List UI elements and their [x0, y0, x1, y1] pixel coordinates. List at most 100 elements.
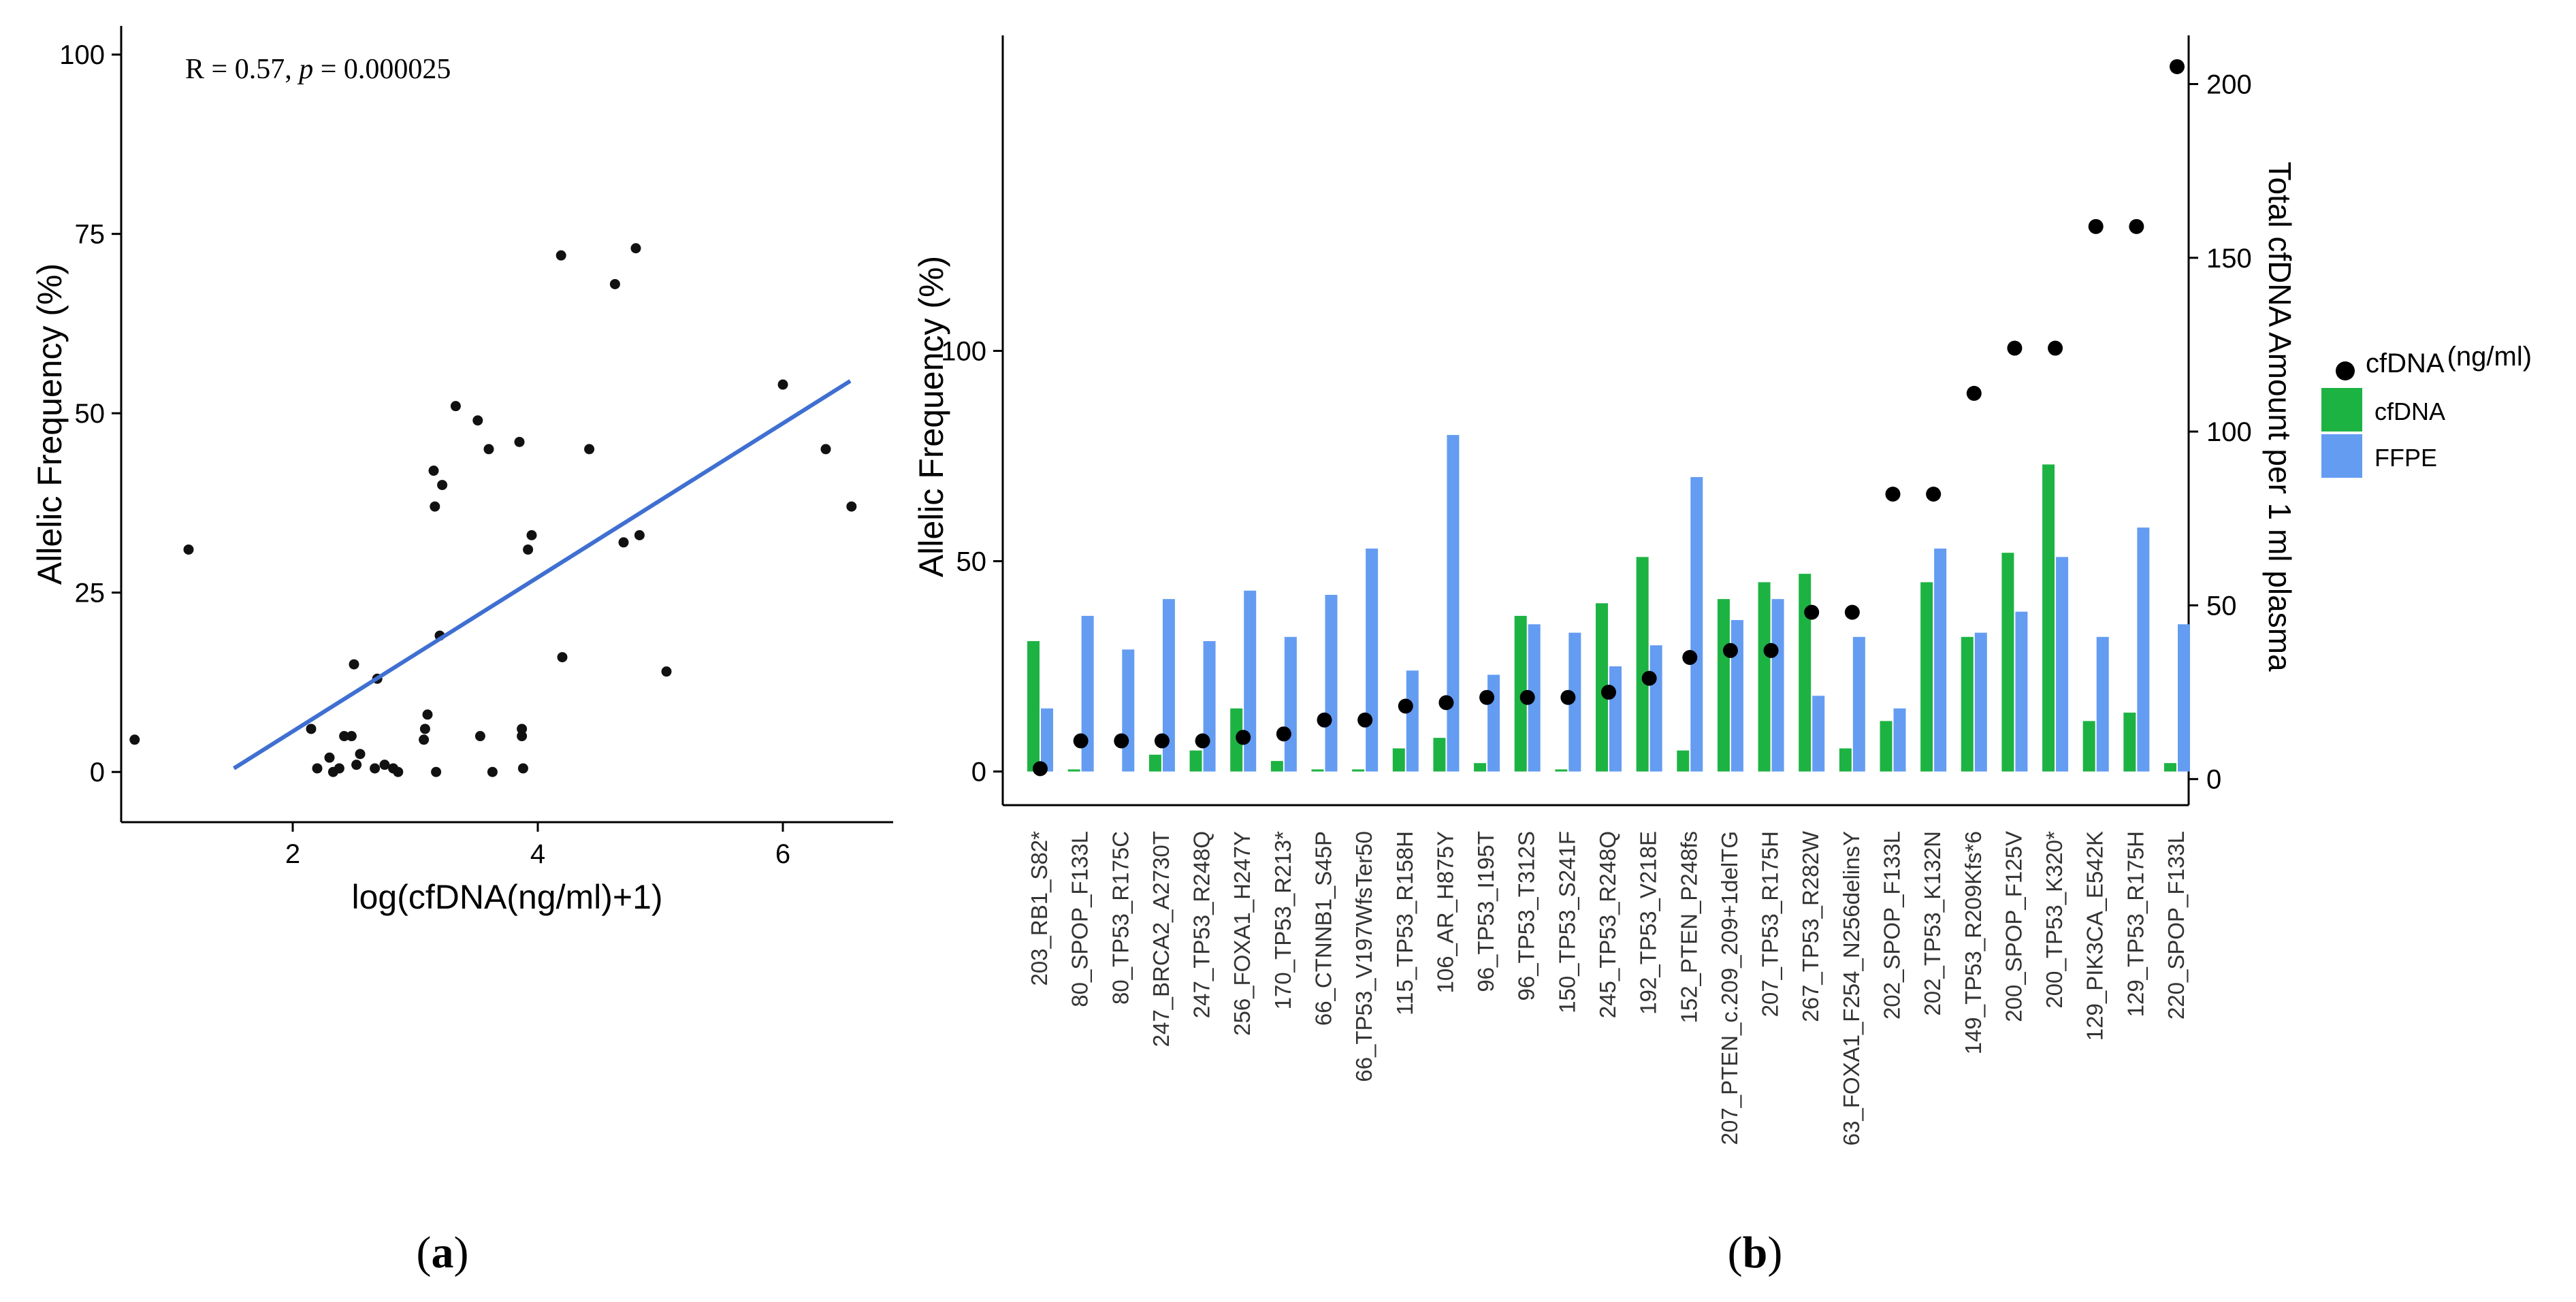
panel-b-bar-cfdna	[1596, 603, 1608, 772]
panel-a-data-point	[419, 734, 430, 745]
panel-a-x-tick-label: 4	[530, 839, 545, 869]
panel-a-data-point	[183, 544, 194, 555]
panel-b-category-label: 96_TP53_I195T	[1473, 831, 1498, 992]
panel-b-bar-cfdna	[1961, 636, 1974, 772]
panel-a-data-point	[419, 723, 430, 734]
panel-b-bar-cfdna	[1717, 599, 1730, 772]
panel-a-data-point	[437, 480, 448, 491]
panel-b-cfdna-point	[1398, 698, 1413, 714]
panel-a-data-point	[630, 243, 641, 254]
panel-a-data-point	[351, 760, 362, 770]
panel-a-data-point	[474, 731, 485, 742]
panel-b-bar-cfdna	[1799, 574, 1812, 772]
panel-b-bar-ffpe	[1812, 696, 1825, 772]
panel-b-cfdna-point	[1682, 649, 1698, 665]
panel-b-bar-ffpe	[2096, 636, 2109, 772]
panel-b-label: (b)	[1728, 1228, 1783, 1277]
panel-a-trend-line	[233, 379, 852, 770]
panel-a-data-point	[334, 763, 344, 774]
panel-b-cfdna-point	[1804, 604, 1820, 620]
panel-b-cfdna-point	[1844, 604, 1860, 620]
panel-b-category-label: 106_AR_H875Y	[1432, 831, 1458, 994]
panel-b-bar-ffpe	[1974, 632, 1987, 772]
panel-b-left-y-tick-label: 50	[956, 547, 987, 577]
panel-b-category-label: 245_TP53_R248Q	[1595, 831, 1620, 1018]
panel-b-bar-cfdna	[2082, 721, 2095, 772]
panel-b-bar-ffpe	[2137, 527, 2150, 772]
legend-ffpe-bar-label: FFPE	[2374, 444, 2437, 472]
panel-b-category-label: 192_TP53_V218E	[1636, 831, 1661, 1015]
panel-b-bar-ffpe	[1730, 620, 1743, 772]
panel-b-category-label: 80_TP53_R175C	[1108, 831, 1133, 1005]
panel-b-cfdna-point	[1317, 712, 1332, 728]
panel-a-data-point	[349, 659, 359, 670]
panel-a-data-point	[514, 436, 525, 447]
legend-ffpe-bar-key	[2321, 434, 2362, 478]
panel-a-data-point	[517, 763, 528, 774]
panel-b-bar-cfdna	[2123, 713, 2136, 772]
panel-b-category-label: 170_TP53_R213*	[1270, 831, 1295, 1010]
panel-b-category-labels: 203_RB1_S82* 80_SPOP_F133L 80_TP53_R175C 24…	[1027, 830, 2189, 1145]
panel-a-data-point	[379, 760, 390, 770]
panel-a-y-tick-label: 50	[75, 399, 106, 429]
panel-b-bar-ffpe	[1081, 615, 1094, 772]
panel-a-data-point	[487, 766, 498, 777]
panel-b-bar-ffpe	[1122, 649, 1135, 772]
panel-a-data-point	[517, 723, 528, 734]
panel-b-bar-ffpe	[1852, 636, 1865, 772]
panel-b-bar-ffpe	[1649, 645, 1662, 772]
panel-b-category-label: 80_SPOP_F133L	[1067, 831, 1093, 1007]
panel-a-label: (a)	[417, 1228, 469, 1277]
panel-b-category-label: 115_TP53_R158H	[1392, 831, 1417, 1015]
panel-a-y-tick-label: 25	[75, 579, 106, 608]
panel-b-bar-cfdna	[1514, 615, 1527, 772]
panel-a-data-point	[556, 250, 566, 261]
panel-a-data-point	[428, 466, 439, 476]
panel-b-bar-ffpe	[1690, 476, 1703, 772]
panel-b-bar-ffpe	[2178, 624, 2190, 772]
panel-b-bar-cfdna	[2164, 763, 2176, 772]
panel-b-bar-cfdna	[1148, 754, 1161, 772]
panel-b-bar-cfdna	[1839, 748, 1852, 772]
panel-b-bar-ffpe	[1325, 594, 1338, 772]
panel-b-bar-ffpe	[1284, 636, 1297, 772]
panel-a-data-point	[609, 278, 620, 289]
panel-a-data-point	[517, 731, 528, 742]
panel-b-bar-ffpe	[1487, 674, 1500, 772]
panel-b-category-label: 202_TP53_K132N	[1920, 831, 1945, 1016]
panel-a-data-point	[634, 530, 645, 540]
panel-b-right-y-ticks: 0 50 100 150 200	[2189, 69, 2252, 795]
panel-b-cfdna-point	[1438, 695, 1454, 711]
panel-b-left-y-tick-label: 0	[971, 758, 986, 787]
panel-b-category-label: 150_TP53_S241F	[1554, 831, 1579, 1013]
panel-b-category-label: 149_TP53_R209Kfs*6	[1961, 831, 1986, 1054]
panel-b-bar-ffpe	[2015, 611, 2028, 772]
panel-a-y-tick-label: 75	[75, 220, 106, 250]
panel-b-bar-ffpe	[1203, 640, 1216, 772]
panel-b-bar-ffpe	[1244, 590, 1257, 772]
panel-a-data-points	[129, 243, 857, 777]
panel-a-data-point	[346, 731, 357, 742]
panel-a-data-point	[526, 530, 537, 540]
panel-a-data-point	[777, 379, 788, 390]
panel-a-annotation: R = 0.57, p = 0.000025	[185, 54, 451, 85]
panel-b-bar-ffpe	[1893, 708, 1906, 772]
panel-a-x-axis-title: log(cfDNA(ng/ml)+1)	[351, 878, 662, 916]
panel-b-bar-cfdna	[1758, 582, 1771, 772]
panel-b-cfdna-point	[1357, 712, 1373, 728]
panel-b-legend: cfDNA (ng/ml) cfDNA FFPE	[2321, 342, 2532, 478]
panel-b-bar-cfdna	[1677, 750, 1690, 772]
panel-b-category-label: 256_FOXA1_H247Y	[1229, 831, 1255, 1036]
panel-b-cfdna-point	[1236, 730, 1251, 745]
panel-b-category-label: 267_TP53_R282W	[1798, 830, 1823, 1022]
panel-b-category-label: 203_RB1_S82*	[1027, 831, 1052, 986]
panel-a-data-point	[584, 444, 595, 455]
panel-b-bar-ffpe	[1366, 549, 1379, 772]
legend-cfdna-point-key	[2336, 361, 2355, 380]
panel-b-category-label: 63_FOXA1_F254_N256delinsY	[1839, 831, 1864, 1145]
panel-b-bar-ffpe	[1162, 599, 1175, 772]
panel-b-cfdna-point	[1560, 689, 1576, 705]
legend-cfdna-bar-label: cfDNA	[2374, 397, 2445, 425]
panel-b-cfdna-point	[1641, 670, 1657, 686]
